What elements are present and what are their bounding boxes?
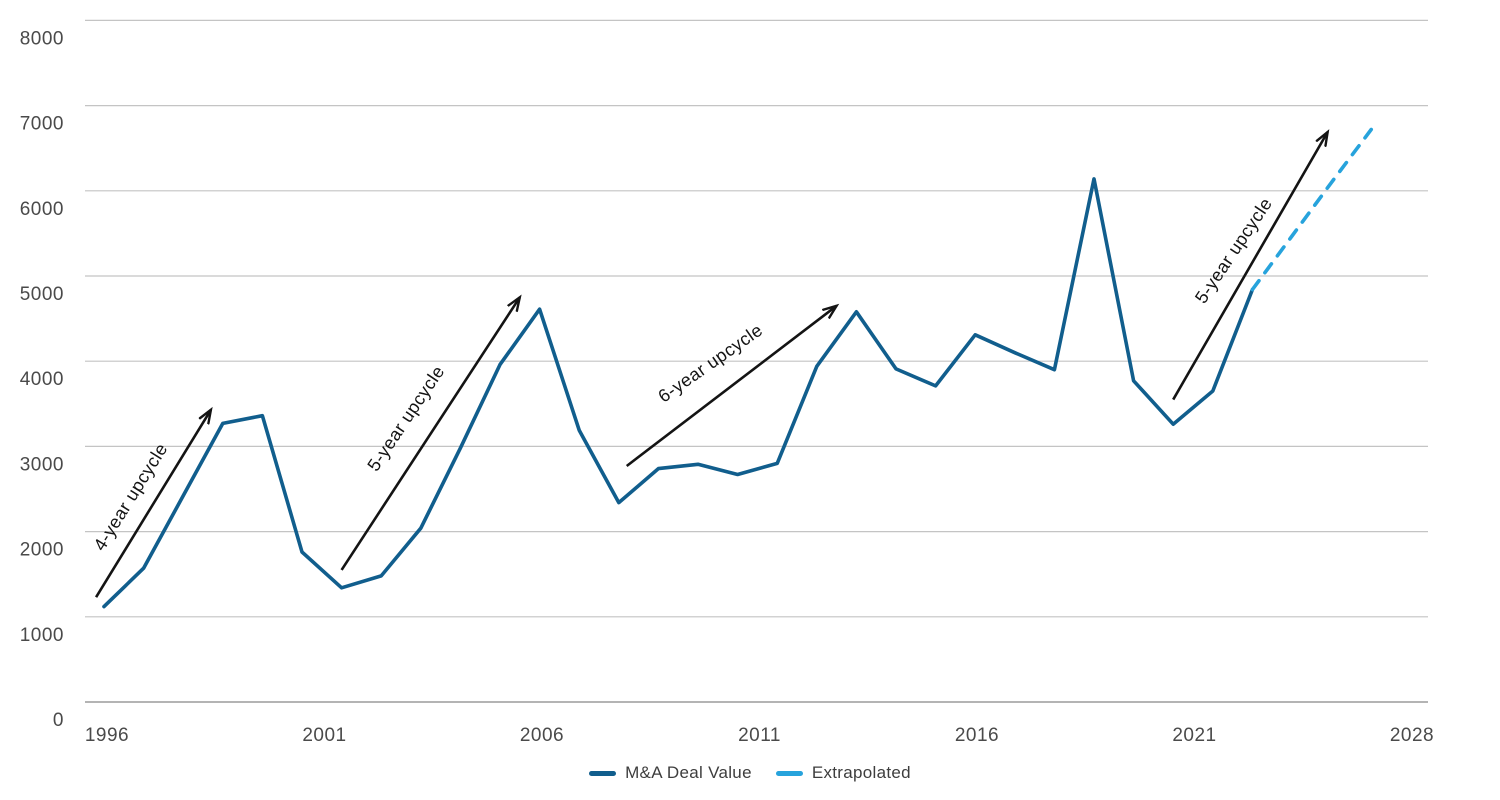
y-axis-tick-label-0: 0: [53, 710, 64, 731]
y-axis-tick-label-7000: 7000: [20, 114, 64, 135]
x-axis-tick-label-2006: 2006: [520, 725, 564, 746]
x-axis-tick-label-2028: 2028: [1390, 725, 1434, 746]
y-axis-tick-label-1000: 1000: [20, 625, 64, 646]
upcycle-label-3: 5-year upcycle: [1191, 194, 1276, 307]
x-axis-tick-label-2016: 2016: [955, 725, 999, 746]
y-axis-tick-label-6000: 6000: [20, 199, 64, 220]
upcycle-arrow-1: [340, 297, 520, 571]
chart-legend: M&A Deal Value Extrapolated: [0, 758, 1500, 788]
y-axis-tick-label-3000: 3000: [20, 454, 64, 475]
x-axis-tick-label-2021: 2021: [1172, 725, 1216, 746]
upcycle-label-2: 6-year upcycle: [654, 320, 766, 407]
upcycle-arrow-0: [94, 410, 211, 598]
y-axis-tick-label-4000: 4000: [20, 369, 64, 390]
series-line-extrapolated: [1250, 127, 1373, 292]
upcycle-label-1: 5-year upcycle: [363, 362, 448, 475]
legend-swatch-extrapolated: [775, 770, 803, 776]
x-axis-tick-label-1996: 1996: [85, 725, 129, 746]
y-axis-tick-label-2000: 2000: [20, 540, 64, 561]
y-axis-tick-label-5000: 5000: [20, 284, 64, 305]
legend-swatch-ma-deal-value: [589, 770, 617, 776]
legend-item-extrapolated: Extrapolated: [775, 763, 911, 783]
legend-item-ma-deal-value: M&A Deal Value: [589, 763, 752, 783]
legend-label-ma-deal-value: M&A Deal Value: [625, 763, 752, 782]
upcycle-arrow-3: [1172, 132, 1327, 401]
x-axis-tick-label-2001: 2001: [302, 725, 346, 746]
series-line-m-a-deal-value: [102, 177, 1255, 609]
y-axis-tick-label-8000: 8000: [20, 28, 64, 49]
x-axis-tick-label-2011: 2011: [738, 725, 781, 746]
legend-label-extrapolated: Extrapolated: [811, 763, 911, 782]
upcycle-arrow-2: [625, 306, 837, 468]
